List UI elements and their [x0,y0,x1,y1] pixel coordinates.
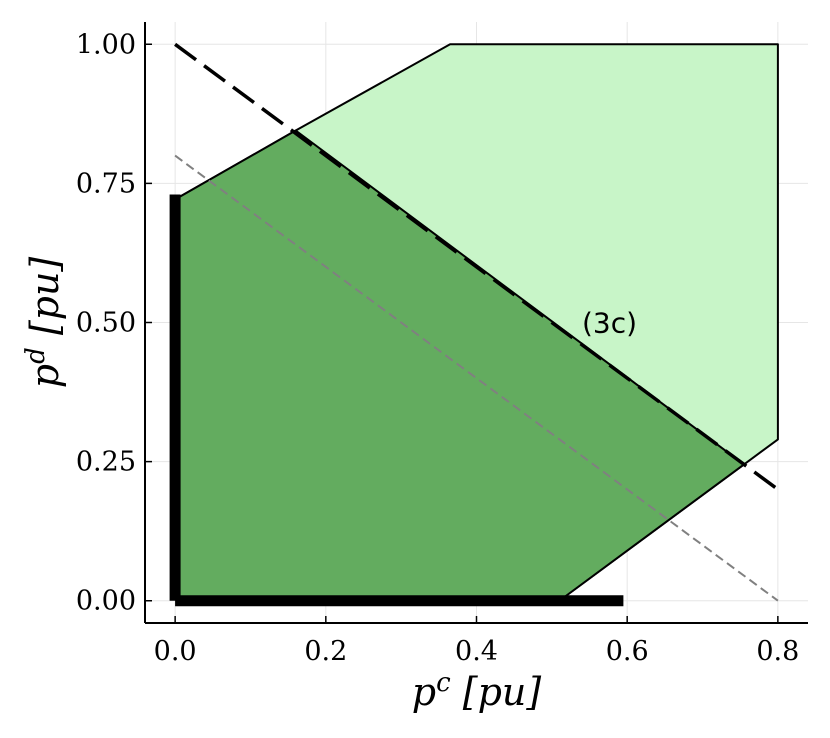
x-tick-label-4: 0.8 [756,636,799,667]
y-tick-label-1: 0.25 [76,447,136,478]
x-tick-label-3: 0.6 [606,636,649,667]
annotation-label-0: (3c) [582,307,637,340]
y-tick-label-3: 0.75 [76,168,136,199]
y-tick-label-2: 0.50 [76,308,136,339]
reference-dashed-line [174,154,779,602]
y-tick-label-4: 1.00 [76,29,136,60]
x-axis-label: pc [pu] [412,668,542,714]
annotations: (3c) [582,307,637,340]
constraint-3c-line [174,42,779,491]
y-tick-label-0: 0.00 [76,586,136,617]
x-tick-label-2: 0.4 [455,636,498,667]
feasible-regions [177,43,779,599]
axes [144,22,808,624]
tick-labels: 0.0 0.2 0.4 0.6 0.8 0.00 0.25 0.50 0.75 1.00 [76,29,799,667]
constraint-lines [169,42,779,607]
axis-labels: pc [pu] pd [pu] [21,257,541,714]
x-tick-label-0: 0.0 [154,636,197,667]
x-tick-label-1: 0.2 [304,636,347,667]
y-axis-label: pd [pu] [21,257,67,389]
